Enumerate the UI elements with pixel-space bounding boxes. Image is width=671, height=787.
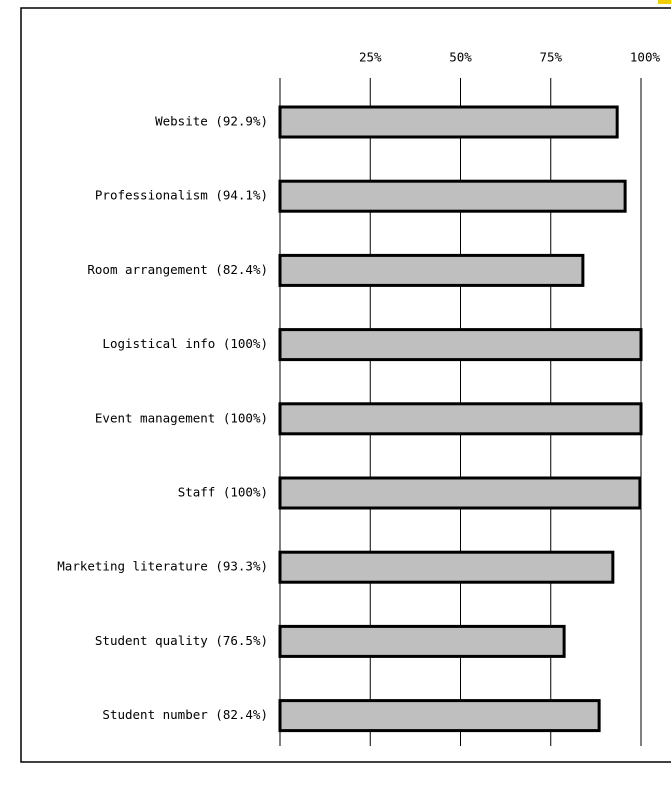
bar	[278, 328, 643, 362]
x-tick-label: 100%	[630, 50, 661, 65]
bar	[278, 624, 566, 658]
y-tick-label: Logistical info (100%)	[102, 336, 268, 351]
y-tick-label: Staff (100%)	[178, 485, 268, 500]
x-tick-label: 50%	[449, 50, 472, 65]
y-tick-label: Professionalism (94.1%)	[95, 188, 268, 203]
y-tick-label: Room arrangement (82.4%)	[87, 262, 268, 277]
frame	[20, 7, 671, 763]
x-tick-label: 25%	[359, 50, 382, 65]
y-tick-label: Website (92.9%)	[155, 114, 268, 129]
bar	[278, 105, 619, 139]
bar	[278, 402, 643, 436]
bar	[278, 699, 601, 733]
y-tick-label: Student number (82.4%)	[102, 707, 268, 722]
x-tick-label: 75%	[539, 50, 562, 65]
y-tick-label: Event management (100%)	[95, 410, 268, 425]
bar	[278, 476, 642, 510]
corner-mark	[658, 0, 671, 4]
bar	[278, 253, 585, 287]
y-tick-label: Student quality (76.5%)	[95, 633, 268, 648]
bar	[278, 550, 615, 584]
y-tick-label: Marketing literature (93.3%)	[57, 559, 268, 574]
bar	[278, 179, 627, 213]
